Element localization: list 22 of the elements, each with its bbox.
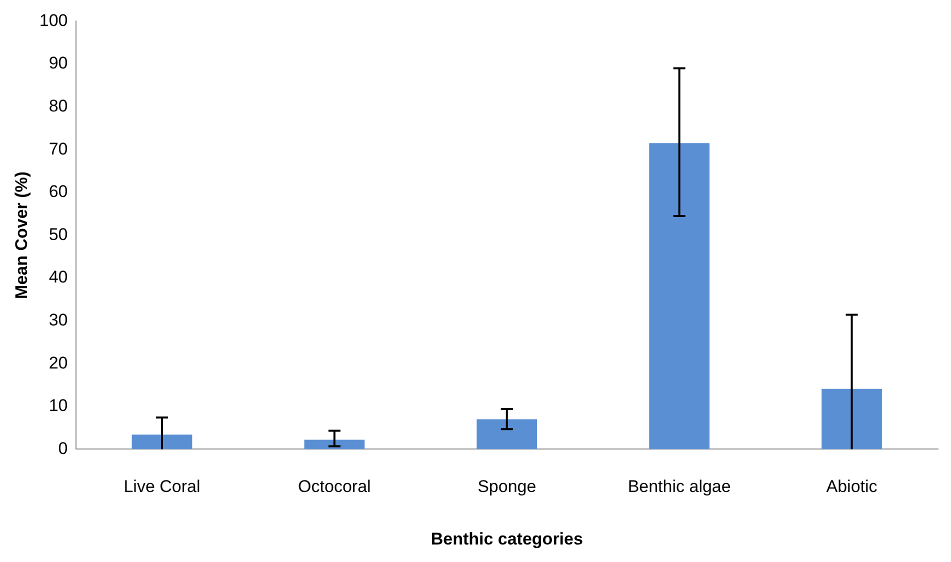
- x-tick-label: Benthic algae: [628, 477, 731, 496]
- y-tick-label: 100: [39, 10, 68, 30]
- y-tick-label: 0: [58, 438, 68, 458]
- y-tick-label: 70: [48, 139, 68, 158]
- y-axis-title: Mean Cover (%): [12, 171, 31, 299]
- y-tick-label: 90: [48, 54, 68, 73]
- x-tick-label: Octocoral: [298, 477, 371, 496]
- y-tick-label: 50: [48, 224, 68, 244]
- x-tick-label: Sponge: [478, 477, 536, 496]
- x-axis-title: Benthic categories: [430, 529, 583, 548]
- x-tick-label: Live Coral: [124, 477, 200, 496]
- bar: [476, 419, 538, 450]
- y-tick-label: 80: [48, 96, 68, 116]
- y-tick-label: 40: [48, 268, 68, 287]
- bar: [132, 434, 192, 450]
- y-tick-label: 10: [48, 396, 68, 416]
- y-tick-label: 20: [48, 353, 68, 372]
- bar: [649, 143, 710, 450]
- x-tick-label: Abiotic: [826, 477, 878, 496]
- bar: [822, 388, 882, 450]
- y-tick-label: 60: [48, 182, 68, 202]
- y-tick-label: 30: [48, 310, 68, 330]
